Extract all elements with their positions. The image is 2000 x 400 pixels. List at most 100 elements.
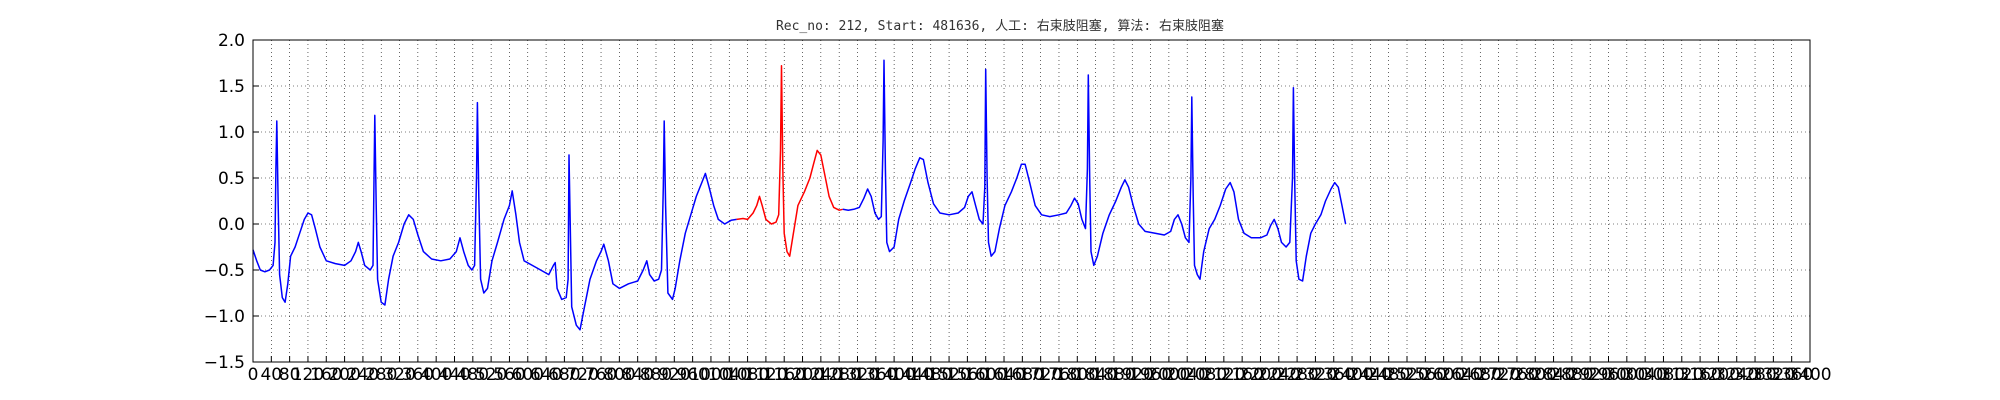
x-tick-label: 1600 bbox=[964, 365, 1007, 385]
x-tick-label: 360 bbox=[402, 365, 434, 385]
x-tick-label: 2320 bbox=[1294, 365, 1337, 385]
x-tick-label: 1400 bbox=[872, 365, 915, 385]
x-tick-label: 1160 bbox=[763, 365, 806, 385]
x-tick-label: 1240 bbox=[799, 365, 842, 385]
x-tick-label: 280 bbox=[365, 365, 397, 385]
x-tick-label: 1520 bbox=[927, 365, 970, 385]
y-tick-label: 1.0 bbox=[218, 123, 245, 143]
x-tick-label: 2680 bbox=[1459, 365, 1502, 385]
x-tick-label: 2600 bbox=[1422, 365, 1465, 385]
y-tick-label: 0.5 bbox=[218, 169, 245, 189]
x-tick-label: 200 bbox=[328, 365, 360, 385]
x-tick-label: 680 bbox=[548, 365, 580, 385]
x-tick-label: 880 bbox=[640, 365, 672, 385]
x-tick-label: 2000 bbox=[1147, 365, 1190, 385]
x-tick-label: 2360 bbox=[1312, 365, 1355, 385]
x-tick-label: 1880 bbox=[1092, 365, 1135, 385]
x-tick-label: 2040 bbox=[1166, 365, 1209, 385]
x-tick-label: 1840 bbox=[1074, 365, 1117, 385]
y-tick-label: −1.5 bbox=[204, 353, 245, 373]
x-tick-label: 1800 bbox=[1056, 365, 1099, 385]
series-line-2 bbox=[842, 59, 1347, 282]
x-tick-label: 1320 bbox=[836, 365, 879, 385]
x-tick-label: 1680 bbox=[1001, 365, 1044, 385]
x-tick-label: 2760 bbox=[1495, 365, 1538, 385]
x-tick-label: 1960 bbox=[1129, 365, 1172, 385]
x-tick-label: 2280 bbox=[1275, 365, 1318, 385]
x-tick-label: 3320 bbox=[1752, 365, 1795, 385]
x-tick-label: 1760 bbox=[1037, 365, 1080, 385]
x-tick-label: 2720 bbox=[1477, 365, 1520, 385]
x-tick-label: 3040 bbox=[1624, 365, 1667, 385]
x-tick-label: 1280 bbox=[818, 365, 861, 385]
x-tick-label: 2560 bbox=[1404, 365, 1447, 385]
x-tick-label: 3200 bbox=[1697, 365, 1740, 385]
x-tick-label: 2840 bbox=[1532, 365, 1575, 385]
x-tick-label: 160 bbox=[310, 365, 342, 385]
x-tick-label: 400 bbox=[420, 365, 452, 385]
x-tick-label: 3360 bbox=[1770, 365, 1813, 385]
x-tick-label: 2200 bbox=[1239, 365, 1282, 385]
x-tick-label: 120 bbox=[292, 365, 324, 385]
x-tick-label: 1640 bbox=[982, 365, 1025, 385]
x-tick-label: 1720 bbox=[1019, 365, 1062, 385]
x-tick-label: 640 bbox=[530, 365, 562, 385]
x-tick-label: 2880 bbox=[1550, 365, 1593, 385]
plot-frame bbox=[252, 39, 1811, 363]
x-tick-label: 2520 bbox=[1385, 365, 1428, 385]
x-tick-label: 800 bbox=[603, 365, 635, 385]
x-tick-label: 560 bbox=[493, 365, 525, 385]
x-tick-label: 760 bbox=[585, 365, 617, 385]
chart-title: Rec_no: 212, Start: 481636, 人工: 右束肢阻塞, 算… bbox=[776, 18, 1224, 34]
x-tick-label: 520 bbox=[475, 365, 507, 385]
x-tick-label: 2640 bbox=[1440, 365, 1483, 385]
x-tick-label: 3280 bbox=[1733, 365, 1776, 385]
x-tick-label: 2080 bbox=[1184, 365, 1227, 385]
x-tick-label: 3400 bbox=[1788, 365, 1831, 385]
x-tick-label: 1480 bbox=[909, 365, 952, 385]
x-tick-label: 3000 bbox=[1605, 365, 1648, 385]
x-tick-label: 3120 bbox=[1660, 365, 1703, 385]
x-tick-label: 3240 bbox=[1715, 365, 1758, 385]
x-tick-label: 2480 bbox=[1367, 365, 1410, 385]
x-tick-label: 40 bbox=[260, 365, 282, 385]
x-tick-label: 1560 bbox=[946, 365, 989, 385]
x-tick-label: 2960 bbox=[1587, 365, 1630, 385]
x-tick-label: 2800 bbox=[1514, 365, 1557, 385]
x-tick-label: 840 bbox=[621, 365, 653, 385]
x-tick-label: 920 bbox=[658, 365, 690, 385]
x-tick-label: 1360 bbox=[854, 365, 897, 385]
x-tick-label: 1440 bbox=[891, 365, 934, 385]
y-tick-label: −1.0 bbox=[204, 307, 245, 327]
y-tick-label: 1.5 bbox=[218, 77, 245, 97]
x-tick-label: 1080 bbox=[726, 365, 769, 385]
grid bbox=[252, 39, 1811, 363]
series-line-0 bbox=[252, 101, 737, 331]
x-tick-label: 0 bbox=[248, 365, 259, 385]
x-tick-label: 2160 bbox=[1221, 365, 1264, 385]
x-tick-label: 2440 bbox=[1349, 365, 1392, 385]
x-tick-label: 720 bbox=[566, 365, 598, 385]
x-tick-label: 480 bbox=[457, 365, 489, 385]
x-tick-label: 2400 bbox=[1330, 365, 1373, 385]
x-tick-label: 1040 bbox=[708, 365, 751, 385]
x-tick-label: 240 bbox=[347, 365, 379, 385]
series-line-1 bbox=[736, 65, 843, 257]
x-tick-label: 320 bbox=[383, 365, 415, 385]
x-tick-label: 2920 bbox=[1569, 365, 1612, 385]
y-axis-ticks: −1.5 −1.0 −0.5 0.0 0.5 1.0 1.5 2.0 bbox=[204, 31, 259, 373]
x-tick-label: 2240 bbox=[1257, 365, 1300, 385]
series-lines bbox=[252, 59, 1347, 331]
y-tick-label: −0.5 bbox=[204, 261, 245, 281]
x-tick-label: 440 bbox=[438, 365, 470, 385]
y-tick-label: 2.0 bbox=[218, 31, 245, 51]
x-tick-label: 1200 bbox=[781, 365, 824, 385]
x-tick-label: 1920 bbox=[1111, 365, 1154, 385]
x-tick-label: 3160 bbox=[1678, 365, 1721, 385]
x-axis-ticks: 0 408012016020024028032036040044048052056… bbox=[248, 356, 1832, 385]
x-tick-label: 1120 bbox=[744, 365, 787, 385]
x-tick-label: 3080 bbox=[1642, 365, 1685, 385]
x-tick-label: 2120 bbox=[1202, 365, 1245, 385]
x-tick-label: 1000 bbox=[689, 365, 732, 385]
